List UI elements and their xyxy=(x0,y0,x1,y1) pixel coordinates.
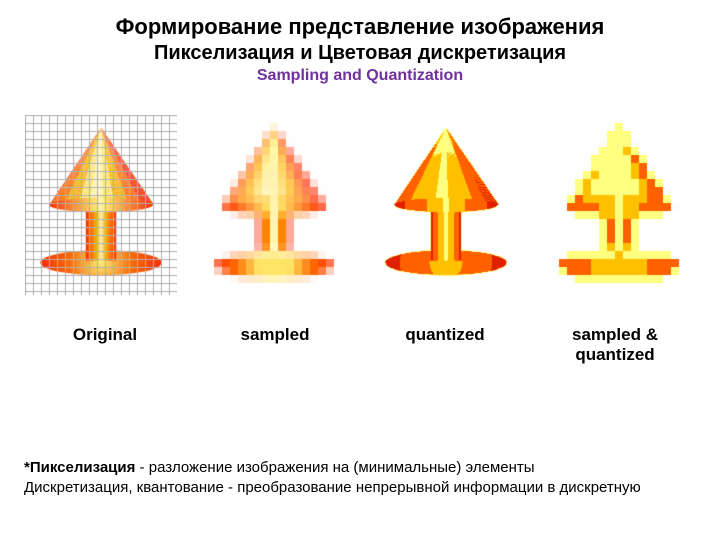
title-line-1: Формирование представление изображения xyxy=(20,14,700,40)
footnote-line2: Дискретизация, квантование - преобразова… xyxy=(24,479,641,496)
figure-quantized xyxy=(370,115,522,295)
figure-original xyxy=(25,115,177,295)
caption-quantized: quantized xyxy=(369,325,521,365)
slide: Формирование представление изображения П… xyxy=(0,0,720,540)
caption-both: sampled & quantized xyxy=(539,325,691,365)
footnote: *Пикселизация - разложение изображения н… xyxy=(24,458,696,499)
figure-sampled xyxy=(198,115,350,295)
figure-canvas xyxy=(370,115,522,295)
title-line-2: Пикселизация и Цветовая дискретизация xyxy=(20,42,700,65)
figure-canvas xyxy=(543,115,695,295)
figure-canvas xyxy=(25,115,177,295)
footnote-rest1: - разложение изображения на (минимальные… xyxy=(135,459,534,476)
figures-row xyxy=(20,115,700,295)
caption-sampled: sampled xyxy=(199,325,351,365)
captions-row: Original sampled quantized sampled & qua… xyxy=(20,325,700,365)
caption-original: Original xyxy=(29,325,181,365)
footnote-bold: *Пикселизация xyxy=(24,459,135,476)
title-line-3: Sampling and Quantization xyxy=(20,67,700,85)
figure-canvas xyxy=(198,115,350,295)
figure-sampled-quantized xyxy=(543,115,695,295)
